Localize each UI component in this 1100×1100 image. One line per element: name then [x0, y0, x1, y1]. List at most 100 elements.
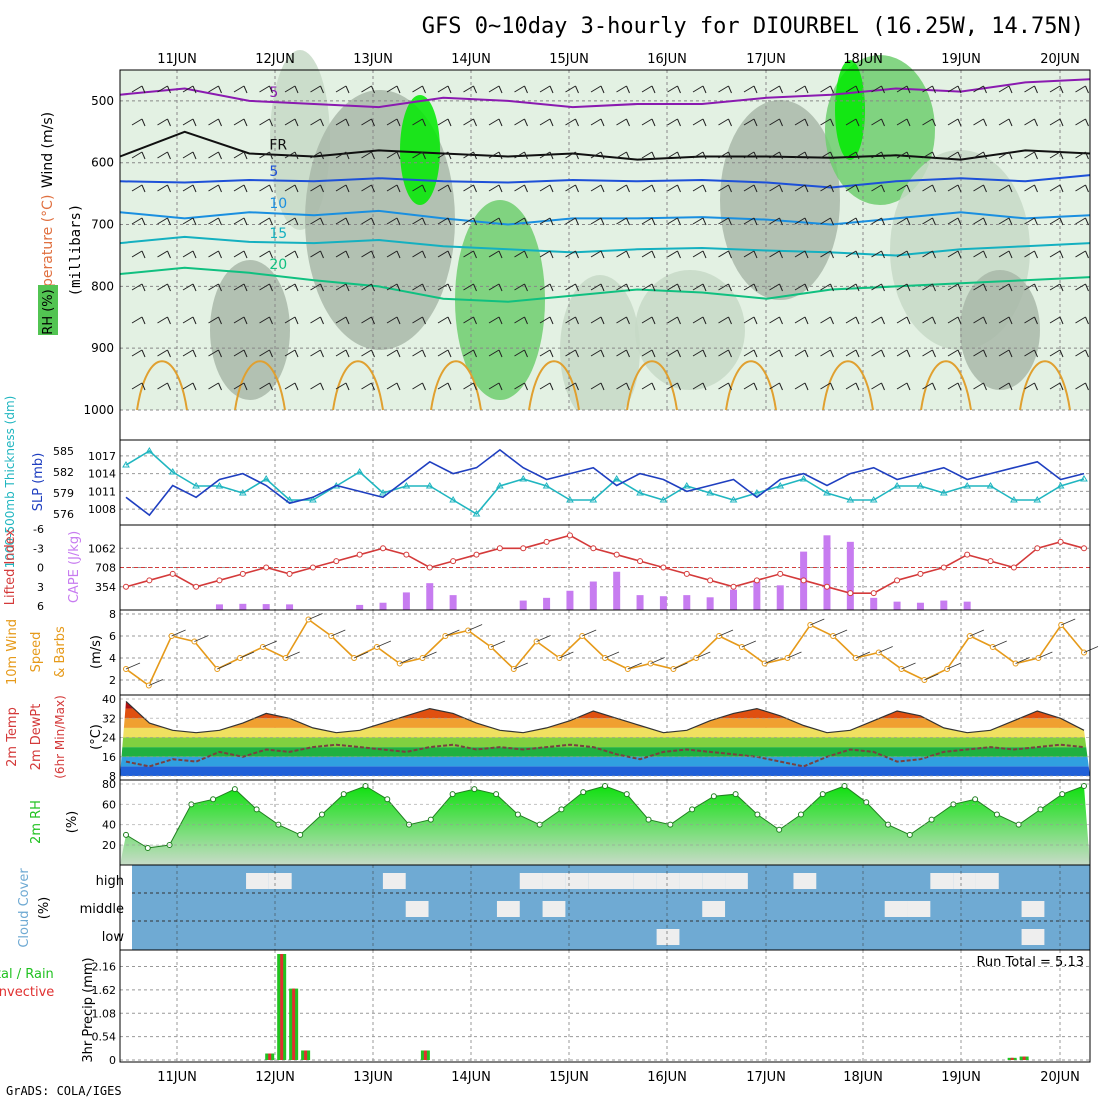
wind-barb: [361, 349, 372, 357]
wind-barb-flag: [192, 151, 197, 160]
wind-barb-flag: [294, 382, 299, 391]
wind-barb: [565, 184, 576, 192]
wind-barb-flag: [677, 85, 681, 94]
precip-conv-bar-14: [292, 988, 296, 1060]
wind-barb: [284, 184, 296, 192]
isotherm-label-4: 15: [269, 226, 287, 242]
slp-line: [125, 448, 1085, 517]
wind-barb-flag: [422, 349, 426, 358]
wind-barb-flag: [804, 316, 809, 325]
wind-barb: [335, 151, 347, 159]
bottom-day-label-20JUN: 20JUN: [1040, 1070, 1080, 1085]
wind-barb: [463, 250, 474, 258]
credit-label: GrADS: COLA/IGES: [6, 1084, 122, 1098]
wind-barb: [310, 217, 321, 225]
wind-barb-flag: [855, 217, 860, 226]
thickness-line-marker: [1033, 496, 1042, 503]
wind-barb: [692, 316, 704, 324]
wind-barb-flag: [320, 283, 324, 292]
isotherm-4: [119, 235, 1091, 257]
wind-barb: [437, 316, 449, 324]
wind-barb-flag: [1085, 184, 1089, 193]
wind-barb-flag: [677, 151, 681, 160]
wind-barb: [845, 349, 857, 357]
cape-bar-19: [566, 590, 574, 610]
wind-barb-flag: [498, 283, 503, 292]
wind-barb-flag: [881, 382, 885, 391]
rh2m-marker: [340, 791, 347, 798]
wind-barb-flag: [524, 316, 528, 325]
wind-barb: [794, 316, 806, 324]
lifted-index-line-marker: [356, 551, 363, 558]
rh2m-marker: [514, 811, 521, 818]
wind-barb: [743, 316, 755, 324]
wind-barb: [1075, 349, 1086, 357]
thickness-line-marker: [215, 482, 224, 489]
wind-barb-flag: [1059, 217, 1064, 226]
wind-barb-flag: [1085, 250, 1089, 259]
wind-barb-flag: [906, 283, 911, 292]
wind-barb: [998, 382, 1010, 390]
wind-barb: [412, 118, 423, 126]
wind-barb-flag: [728, 85, 732, 94]
precip-conv-bar-12: [268, 1053, 272, 1060]
wind-barb: [463, 85, 474, 93]
cloud-level-middle: middle: [80, 902, 124, 917]
wind-barb-flag: [881, 184, 885, 193]
wind-barb-flag: [447, 349, 452, 358]
tick-label-1: 4: [109, 652, 116, 665]
surface-barb: [810, 618, 825, 626]
cape-bar-4: [215, 604, 223, 610]
lifted-index-line-marker: [800, 577, 807, 584]
wind-barb-flag: [728, 184, 732, 193]
wind-barb-flag: [1059, 151, 1064, 160]
wind-barb: [131, 118, 143, 126]
wind-barb-flag: [345, 118, 350, 127]
wind-barb-flag: [1034, 85, 1038, 94]
surface-contour-8: [920, 360, 972, 411]
rh2m-marker: [362, 783, 369, 790]
wind-barb-flag: [957, 250, 962, 259]
wind-barb: [871, 151, 882, 159]
surface-barb: [194, 635, 209, 642]
wind-barb-flag: [983, 316, 987, 325]
wind-barb: [539, 217, 551, 225]
wind-barb: [769, 250, 780, 258]
wind-barb: [743, 118, 755, 126]
surface-barb: [1083, 646, 1099, 653]
wind-barb-flag: [957, 283, 962, 292]
wind-barb: [947, 217, 959, 225]
wind-barb: [590, 118, 602, 126]
rh2m-marker: [710, 793, 717, 800]
wind-barb-flag: [728, 283, 732, 292]
wind-barb-flag: [269, 349, 273, 358]
wind-barb: [488, 283, 500, 291]
surface-barb: [696, 651, 711, 659]
wind-barb: [386, 184, 398, 192]
cloud-gap-high_clear: [246, 873, 269, 889]
precip-conv-bar-25: [423, 1050, 427, 1060]
wind-barb: [922, 118, 933, 126]
wind-barb: [259, 349, 270, 357]
surface-barb: [262, 640, 278, 648]
cloud-gap-high_clear: [588, 873, 611, 889]
wind-barb: [896, 382, 908, 390]
pressure-axis-label: (millibars): [68, 204, 84, 297]
wind-barb-flag: [575, 151, 579, 160]
wind-barb: [1049, 250, 1061, 258]
wind-barb: [157, 85, 168, 93]
wind-barb-flag: [1059, 382, 1064, 391]
wind-barb: [922, 349, 933, 357]
lifted-index-line-marker: [590, 545, 597, 552]
wind-barb: [794, 85, 806, 93]
wind-barb-flag: [906, 184, 911, 193]
wind-barb: [1024, 349, 1035, 357]
wind-barb-flag: [549, 118, 554, 127]
wind-barb: [412, 283, 423, 291]
wind-barb: [157, 151, 168, 159]
wind-barb: [616, 349, 627, 357]
wind-barb-flag: [651, 184, 656, 193]
wind-barb-flag: [855, 250, 860, 259]
